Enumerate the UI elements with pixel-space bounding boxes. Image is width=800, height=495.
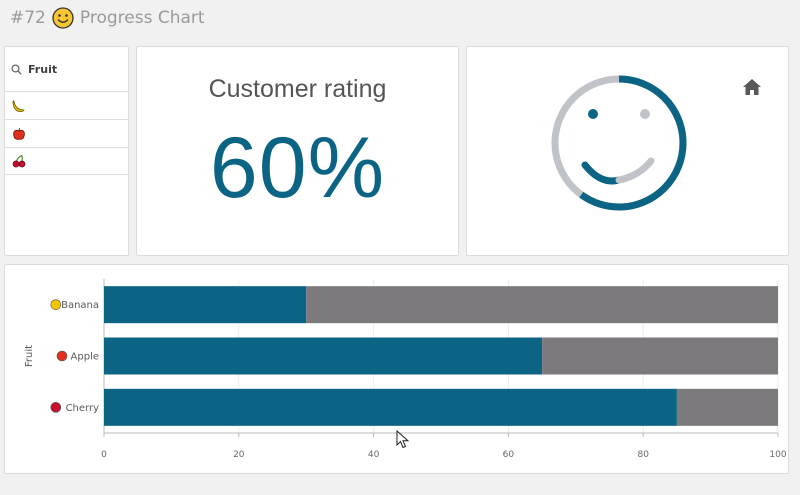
bar-cherry-remainder <box>676 388 778 426</box>
y-tick-label: Cherry <box>66 403 100 414</box>
sheet-title: Progress Chart <box>79 8 205 28</box>
banana-icon <box>12 99 25 112</box>
x-tick-label: 80 <box>637 450 649 460</box>
banana-icon <box>50 299 62 310</box>
customer-rating-kpi: Customer rating 60% <box>136 46 459 256</box>
bar-apple-remainder <box>542 337 778 375</box>
gauge-smile-right <box>615 157 655 184</box>
chart-canvas[interactable]: 0 20 40 60 80 100 Fruit Banana Apple Cherry <box>5 265 790 475</box>
gauge-smile-left <box>581 161 623 185</box>
x-tick-label: 40 <box>368 450 380 460</box>
x-tick-label: 60 <box>503 450 515 460</box>
x-tick-label: 20 <box>233 450 245 460</box>
filter-item-cherry[interactable] <box>5 147 128 175</box>
kpi-title: Customer rating <box>208 75 387 103</box>
apple-icon <box>13 127 25 140</box>
filter-header[interactable]: Fruit <box>5 47 128 91</box>
y-tick-label: Banana <box>61 300 99 311</box>
apple-icon <box>56 350 68 362</box>
smiley-gauge <box>551 75 687 211</box>
sheet-number: #72 <box>10 8 46 28</box>
gauge-progress-arc <box>551 75 687 211</box>
fruit-filter-pane[interactable]: Fruit <box>4 46 129 256</box>
cherry-icon <box>12 155 26 168</box>
search-icon[interactable] <box>11 63 22 75</box>
bar-apple-progress <box>104 337 543 375</box>
x-tick-label: 0 <box>101 450 107 460</box>
filter-label: Fruit <box>28 62 58 76</box>
gauge-left-eye <box>588 109 598 119</box>
y-tick-label: Apple <box>71 352 99 363</box>
smiley-face-icon <box>52 7 74 29</box>
gauge-right-eye <box>640 109 650 119</box>
bar-banana-remainder <box>306 286 778 324</box>
x-tick-label: 100 <box>769 450 786 460</box>
bar-banana-progress <box>104 286 307 324</box>
filter-item-apple[interactable] <box>5 119 128 147</box>
kpi-value: 60% <box>209 120 386 216</box>
mouse-cursor-icon <box>396 430 410 449</box>
cherry-icon <box>50 402 62 413</box>
bar-cherry-progress <box>104 388 677 426</box>
smiley-gauge-card <box>466 46 789 256</box>
y-axis-title: Fruit <box>24 345 35 367</box>
sheet-header: #72 Progress Chart <box>10 5 205 31</box>
home-icon[interactable] <box>742 77 762 97</box>
filter-item-banana[interactable] <box>5 91 128 119</box>
